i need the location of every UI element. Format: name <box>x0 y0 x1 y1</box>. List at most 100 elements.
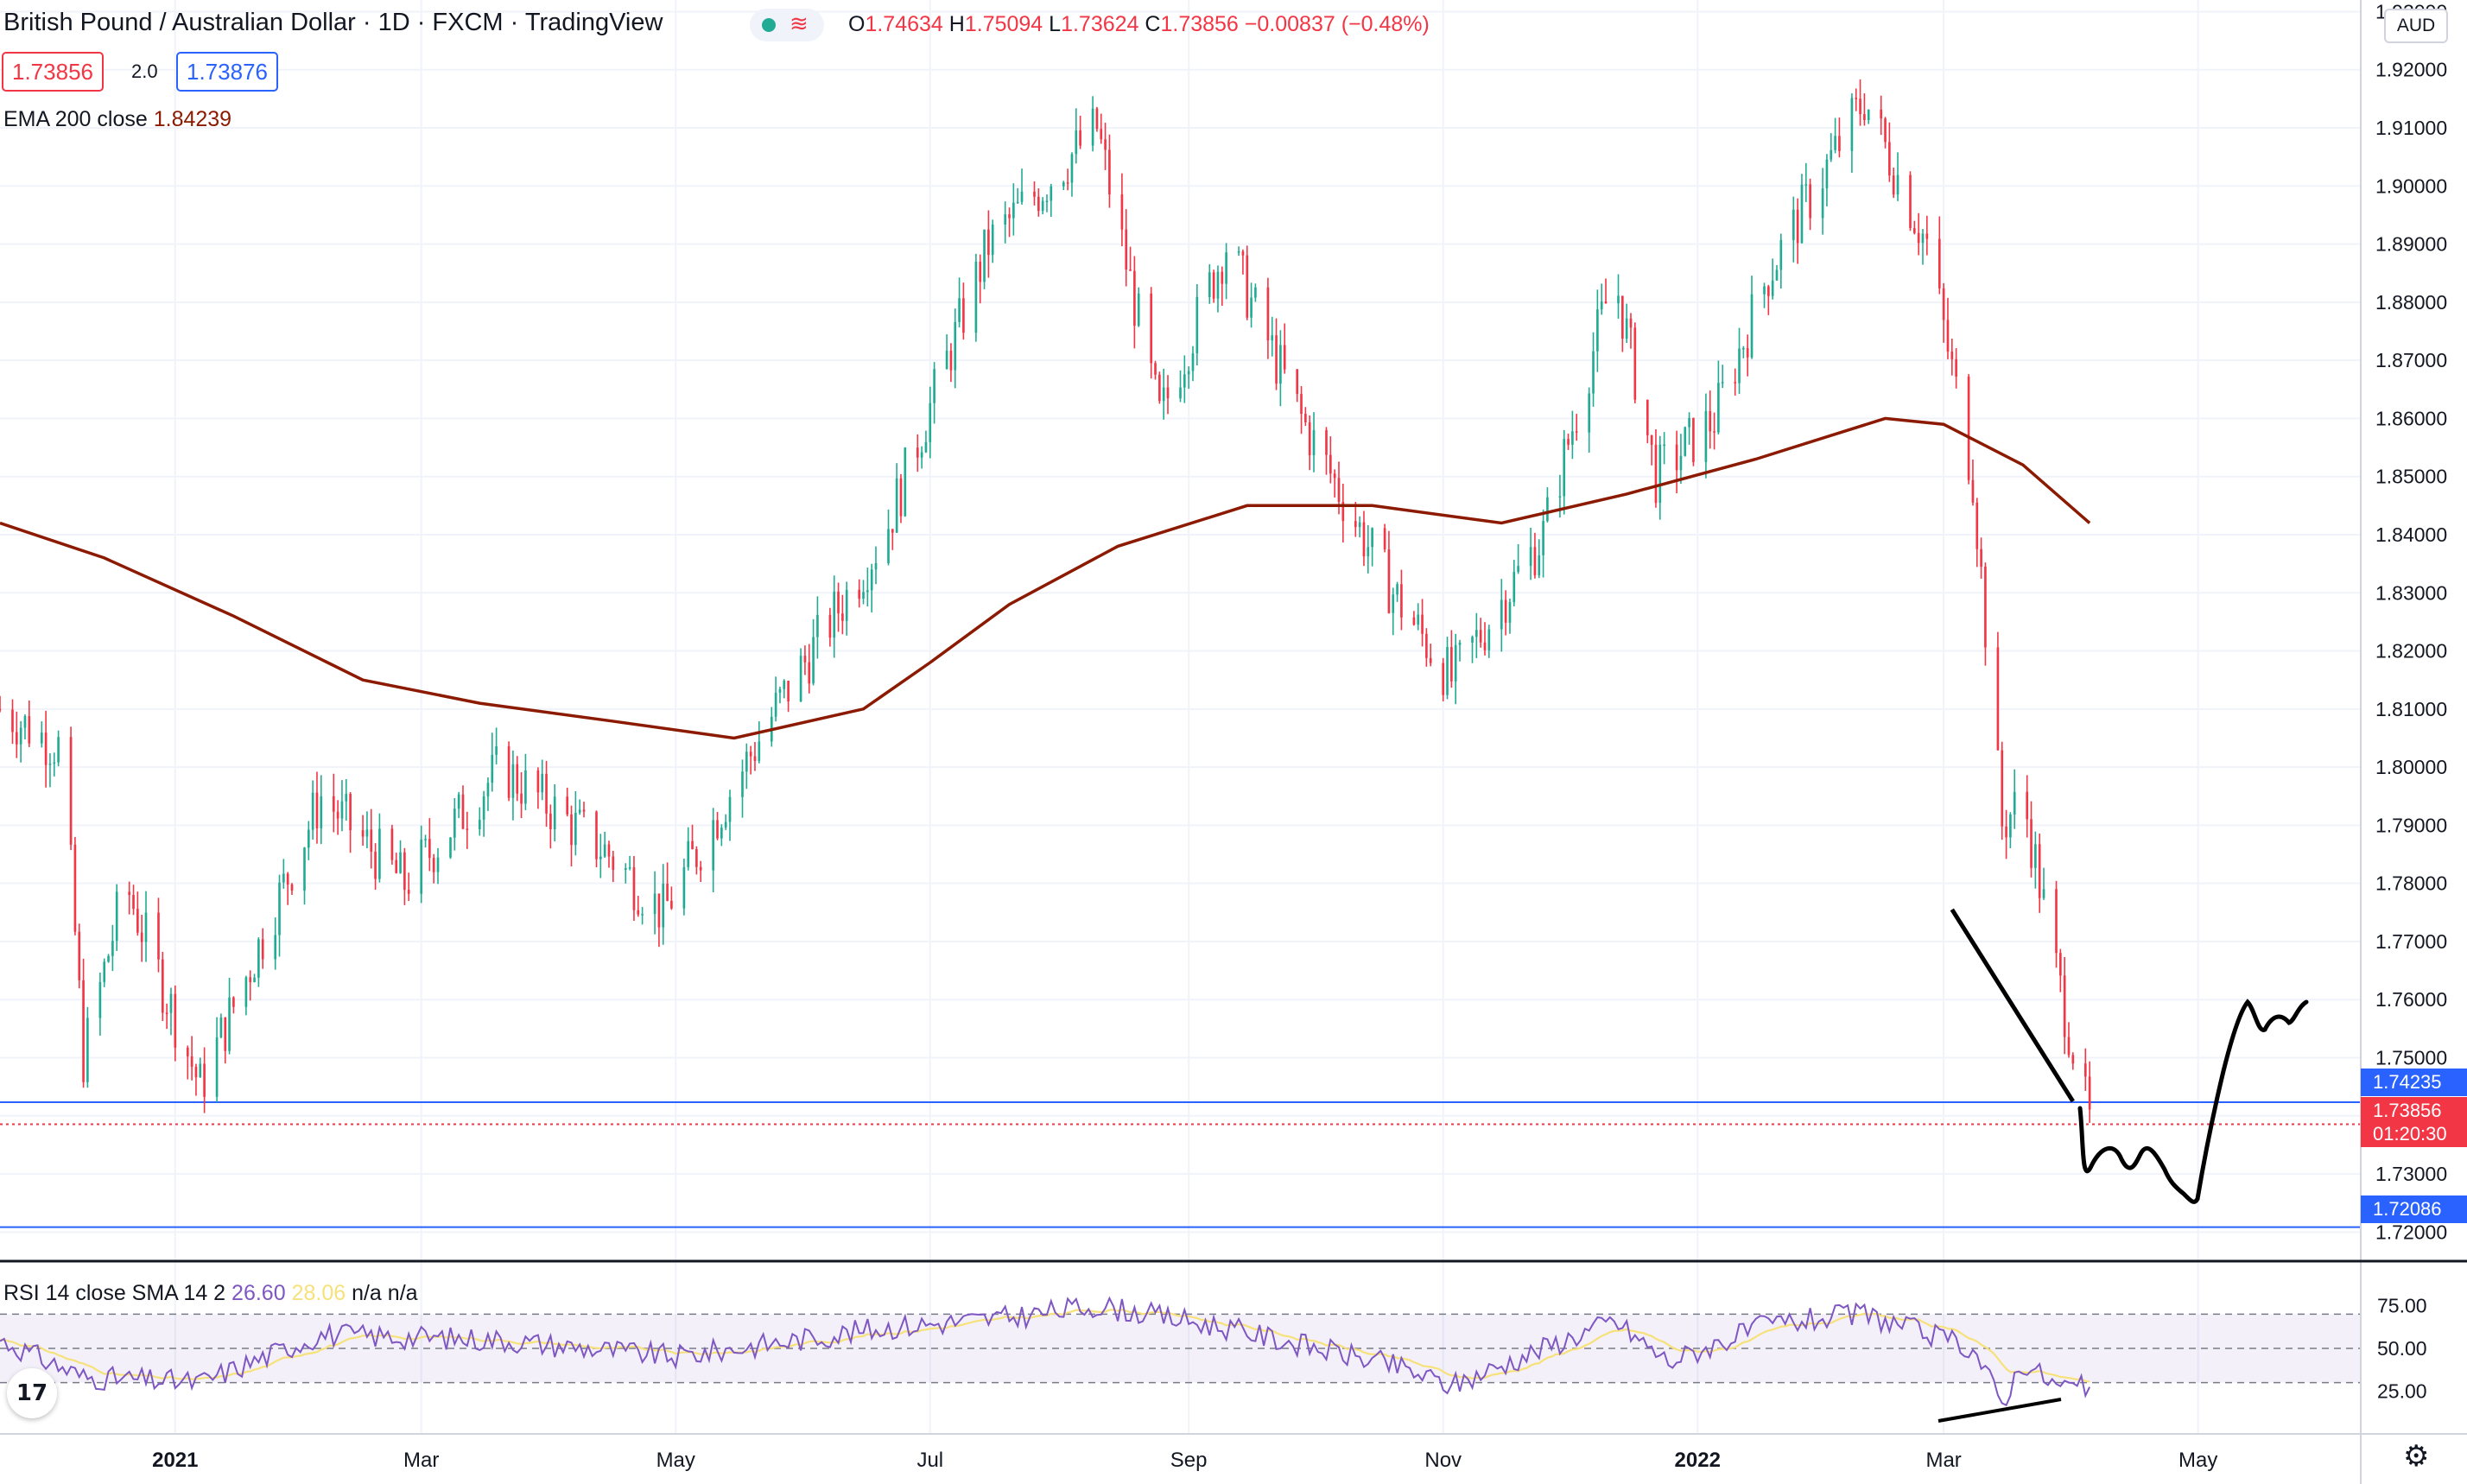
candle-body <box>1955 358 1957 377</box>
candle-body <box>1195 296 1199 354</box>
candle-body <box>628 867 631 869</box>
price-tick-label: 1.76000 <box>2375 988 2447 1011</box>
candle-body <box>1162 387 1165 402</box>
rsi-legend[interactable]: RSI 14 close SMA 14 2 26.60 28.06 n/a n/… <box>3 1281 418 1306</box>
candle-body <box>799 656 802 702</box>
candle-body <box>2042 889 2045 898</box>
candle-body <box>1650 434 1653 445</box>
candle-body <box>2083 1063 2087 1077</box>
candle-body <box>1446 646 1449 695</box>
candle-body <box>1917 232 1920 244</box>
candle-body <box>979 261 982 282</box>
candle-body <box>1154 363 1157 375</box>
candle-body <box>1300 394 1303 415</box>
price-tick-label: 1.82000 <box>2375 640 2447 663</box>
candle-body <box>574 812 577 846</box>
candle-body <box>1721 382 1724 384</box>
candle-body <box>1880 109 1883 119</box>
candle-body <box>1717 383 1720 433</box>
candle-body <box>199 1063 202 1078</box>
candle-body <box>549 813 552 829</box>
candle-body <box>1633 327 1637 400</box>
candle-body <box>1984 567 1987 648</box>
candle-body <box>290 885 294 891</box>
candle-body <box>1946 320 1950 352</box>
candle-body <box>1421 614 1424 634</box>
candle-body <box>365 829 369 837</box>
candle-body <box>741 771 744 797</box>
candle-body <box>461 794 465 829</box>
candle-body <box>1508 601 1512 623</box>
candle-body <box>1125 229 1128 270</box>
candle-body <box>1692 417 1695 463</box>
candle-body <box>40 732 43 744</box>
candle-body <box>2030 819 2033 868</box>
candle-body <box>1775 270 1779 281</box>
candle-body <box>774 692 777 717</box>
candle-body <box>1617 295 1620 304</box>
price-tick-label: 1.91000 <box>2375 117 2447 139</box>
candle-body <box>595 811 598 859</box>
candle-body <box>1062 182 1065 187</box>
candle-body <box>749 752 752 757</box>
candle-body <box>895 478 898 533</box>
candle-body <box>1529 547 1532 567</box>
price-tick-label: 1.72000 <box>2375 1221 2447 1243</box>
candle-body <box>73 844 77 932</box>
lower-line-price-label: 1.72086 <box>2361 1195 2467 1223</box>
spread-value: 2.0 <box>131 60 158 82</box>
low-label: L <box>1049 12 1062 36</box>
candle-body <box>1504 599 1507 623</box>
candle-body <box>870 569 873 591</box>
time-tick-label: Jul <box>916 1449 943 1472</box>
rsi-tick-label: 50.00 <box>2377 1337 2427 1360</box>
candle-body <box>436 857 440 872</box>
candle-body <box>724 821 727 828</box>
candle-body <box>837 591 840 614</box>
symbol-title[interactable]: British Pound / Australian Dollar · 1D ·… <box>3 9 663 36</box>
candle-body <box>278 882 281 935</box>
candle-body <box>1037 196 1040 212</box>
candle-body <box>407 890 410 894</box>
candle-body <box>1066 182 1069 184</box>
candle-body <box>1850 98 1854 151</box>
candle-body <box>157 912 160 960</box>
candle-body <box>566 796 569 815</box>
rsi-legend-value: 26.60 <box>231 1281 286 1305</box>
candle-body <box>2026 791 2029 820</box>
buy-button[interactable]: 1.73876 <box>176 52 278 92</box>
horizontal-lines[interactable] <box>0 1100 2361 1228</box>
candle-body <box>1967 377 1970 480</box>
sell-button[interactable]: 1.73856 <box>2 52 104 92</box>
candle-body <box>632 867 636 910</box>
candle-body <box>103 961 106 982</box>
candle-body <box>1070 154 1074 183</box>
candle-body <box>624 868 627 871</box>
market-status[interactable]: ≋ <box>750 9 824 41</box>
candle-body <box>286 873 289 885</box>
candle-body <box>1475 630 1478 637</box>
currency-selector[interactable]: AUD <box>2384 9 2448 43</box>
candle-body <box>1913 228 1916 233</box>
ema-legend[interactable]: EMA 200 close 1.84239 <box>3 107 231 132</box>
candle-body <box>428 839 431 859</box>
ema-legend-label: EMA 200 close <box>3 107 148 131</box>
candle-body <box>603 844 606 857</box>
candle-body <box>1571 431 1574 445</box>
candle-body <box>432 858 435 872</box>
settings-gear-icon[interactable]: ⚙ <box>2403 1439 2430 1474</box>
candle-body <box>1091 108 1094 146</box>
candle-body <box>1709 410 1712 432</box>
candle-body <box>53 762 56 764</box>
time-tick-label: Sep <box>1170 1449 1208 1472</box>
candle-body <box>1734 382 1737 384</box>
candle-body <box>144 912 148 942</box>
user-drawings[interactable] <box>1937 908 2309 1423</box>
candle-body <box>687 840 690 867</box>
tradingview-logo-icon[interactable]: 17 <box>7 1368 57 1418</box>
candle-body <box>1980 549 1982 568</box>
candle-body <box>482 796 485 821</box>
candle-body <box>1158 374 1161 402</box>
